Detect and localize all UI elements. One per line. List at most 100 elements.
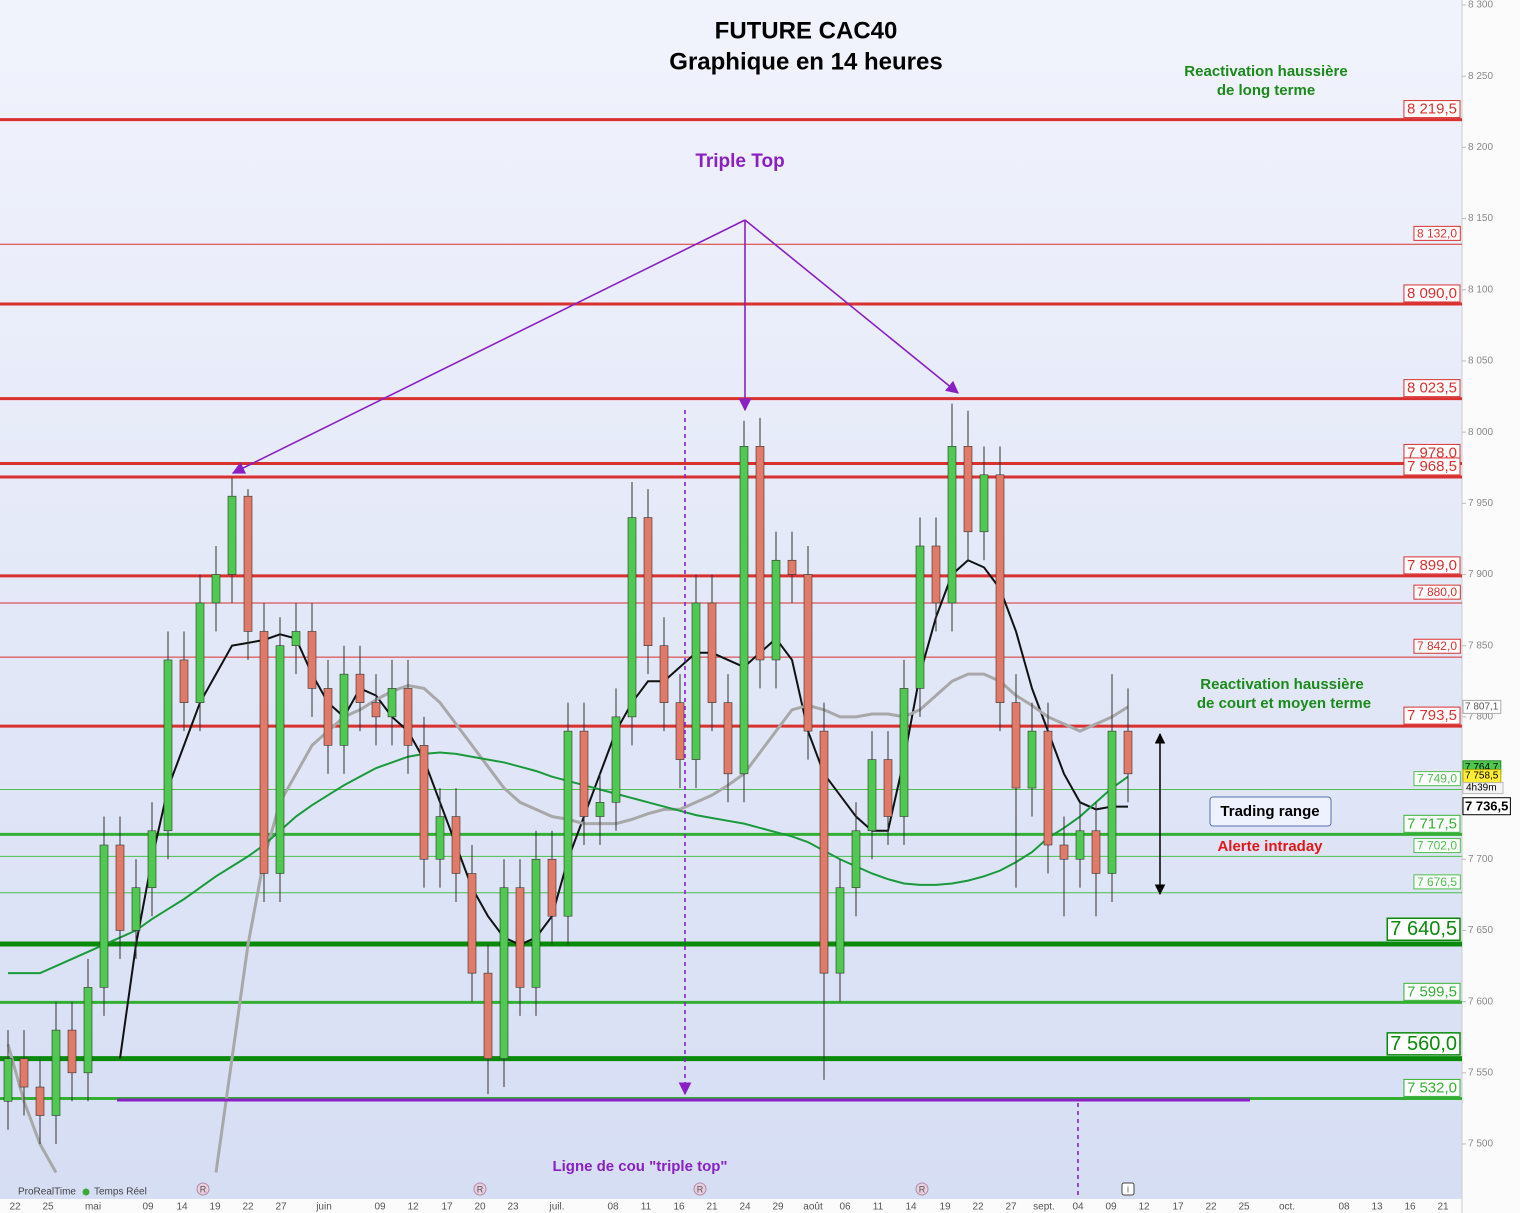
x-tick-label: 27 bbox=[275, 1202, 287, 1213]
level-label-box bbox=[1413, 838, 1461, 854]
status: Temps Réel bbox=[94, 1187, 147, 1198]
level-label: 7 702,0 bbox=[1417, 839, 1457, 853]
x-axis-panel bbox=[0, 1199, 1462, 1213]
candle-body bbox=[435, 816, 445, 860]
level-label: 8 023,5 bbox=[1407, 380, 1457, 397]
candle-body bbox=[819, 730, 829, 974]
candle-body bbox=[35, 1086, 45, 1116]
level-label: 8 132,0 bbox=[1417, 226, 1457, 240]
candle-body bbox=[787, 559, 797, 575]
level-label: 8 219,5 bbox=[1407, 101, 1457, 118]
x-tick-label: 08 bbox=[1338, 1202, 1350, 1213]
x-tick-label: 27 bbox=[1005, 1202, 1017, 1213]
axis-tag-box bbox=[1462, 797, 1511, 816]
axis-tag: 7 807,1 bbox=[1465, 701, 1499, 712]
candle-body bbox=[595, 801, 605, 817]
y-tick-label: 8 000 bbox=[1468, 427, 1493, 438]
level-label-box bbox=[1403, 100, 1461, 119]
x-tick-label: 11 bbox=[873, 1202, 884, 1213]
x-tick-label: 21 bbox=[1437, 1202, 1449, 1213]
x-tick-label: 04 bbox=[1072, 1202, 1084, 1213]
candle-body bbox=[211, 574, 221, 604]
candle-body bbox=[915, 545, 925, 689]
candle-body bbox=[691, 602, 701, 760]
countdown: 4h39m bbox=[1466, 783, 1497, 794]
candle-body bbox=[259, 631, 269, 874]
candle-body bbox=[675, 702, 685, 760]
level-label: 7 676,5 bbox=[1417, 875, 1457, 889]
axis-tag: 7 764,7 bbox=[1465, 762, 1499, 773]
candle-body bbox=[1091, 830, 1101, 874]
y-tick-label: 7 550 bbox=[1468, 1067, 1493, 1078]
x-tick-label: 16 bbox=[673, 1202, 685, 1213]
level-label-box bbox=[1386, 1032, 1461, 1056]
annotation: Ligne de cou "triple top" bbox=[552, 1158, 727, 1175]
level-label: 7 899,0 bbox=[1407, 557, 1457, 574]
x-tick-label: 25 bbox=[1238, 1202, 1250, 1213]
triple-top-arrows bbox=[117, 219, 1250, 1199]
y-tick-label: 8 300 bbox=[1468, 0, 1493, 11]
candle-body bbox=[851, 830, 861, 889]
level-label: 7 880,0 bbox=[1417, 585, 1457, 599]
event-marker bbox=[473, 1182, 487, 1196]
level-label: 7 749,0 bbox=[1417, 772, 1457, 786]
candle-body bbox=[931, 545, 941, 604]
candle-body bbox=[323, 688, 333, 746]
status-dot bbox=[82, 1188, 90, 1196]
candle-body bbox=[579, 730, 589, 817]
axis-tag: 7 736,5 bbox=[1465, 799, 1508, 814]
candle-body bbox=[355, 673, 365, 703]
candle-body bbox=[643, 517, 653, 646]
x-tick-label: sept. bbox=[1033, 1202, 1055, 1213]
annotation: de long terme bbox=[1217, 82, 1315, 99]
x-tick-label: 22 bbox=[1205, 1202, 1217, 1213]
candle-body bbox=[403, 688, 413, 746]
level-label: 8 090,0 bbox=[1407, 285, 1457, 302]
event-marker bbox=[693, 1182, 707, 1196]
candle-body bbox=[83, 987, 93, 1074]
event-marker-label: i bbox=[1127, 1184, 1129, 1194]
candle-body bbox=[1107, 730, 1117, 874]
x-tick-label: 20 bbox=[474, 1202, 486, 1213]
x-tick-label: mai bbox=[85, 1202, 101, 1213]
event-marker-label: R bbox=[919, 1184, 926, 1194]
level-label-box bbox=[1403, 982, 1461, 1001]
candle-body bbox=[739, 446, 749, 775]
candle-body bbox=[1027, 730, 1037, 789]
moving-average bbox=[119, 559, 1128, 1059]
candle-body bbox=[195, 602, 205, 703]
plot-background bbox=[0, 0, 1462, 1199]
x-tick-label: août bbox=[803, 1202, 823, 1213]
axis-tag-box bbox=[1462, 699, 1502, 714]
x-tick-label: 12 bbox=[1138, 1202, 1150, 1213]
candle-body bbox=[1123, 730, 1133, 775]
candle-body bbox=[771, 559, 781, 661]
candle-body bbox=[515, 887, 525, 988]
x-tick-label: juin bbox=[315, 1202, 332, 1213]
candle-body bbox=[115, 844, 125, 931]
x-tick-label: 24 bbox=[739, 1202, 751, 1213]
candle-body bbox=[755, 446, 765, 661]
chart-title: FUTURE CAC40 bbox=[715, 17, 898, 44]
level-label: 7 717,5 bbox=[1407, 815, 1457, 832]
level-label-box bbox=[1403, 284, 1461, 303]
candle-body bbox=[451, 816, 461, 874]
candle-body bbox=[1075, 830, 1085, 860]
y-tick-label: 7 650 bbox=[1468, 925, 1493, 936]
candle-body bbox=[547, 858, 557, 917]
x-tick-label: 21 bbox=[706, 1202, 718, 1213]
candle-body bbox=[1059, 844, 1069, 860]
annotation: Reactivation haussière bbox=[1184, 63, 1347, 80]
candle-body bbox=[979, 474, 989, 533]
candle-body bbox=[243, 495, 253, 632]
countdown-box bbox=[1462, 782, 1504, 795]
x-tick-label: 17 bbox=[1172, 1202, 1184, 1213]
x-tick-label: 25 bbox=[42, 1202, 54, 1213]
x-tick-label: 22 bbox=[972, 1202, 984, 1213]
y-tick-label: 8 200 bbox=[1468, 142, 1493, 153]
candle-body bbox=[19, 1058, 29, 1088]
level-label: 7 968,5 bbox=[1407, 458, 1457, 475]
level-label: 7 793,5 bbox=[1407, 707, 1457, 724]
x-tick-label: 16 bbox=[1404, 1202, 1416, 1213]
candle-body bbox=[163, 659, 173, 832]
